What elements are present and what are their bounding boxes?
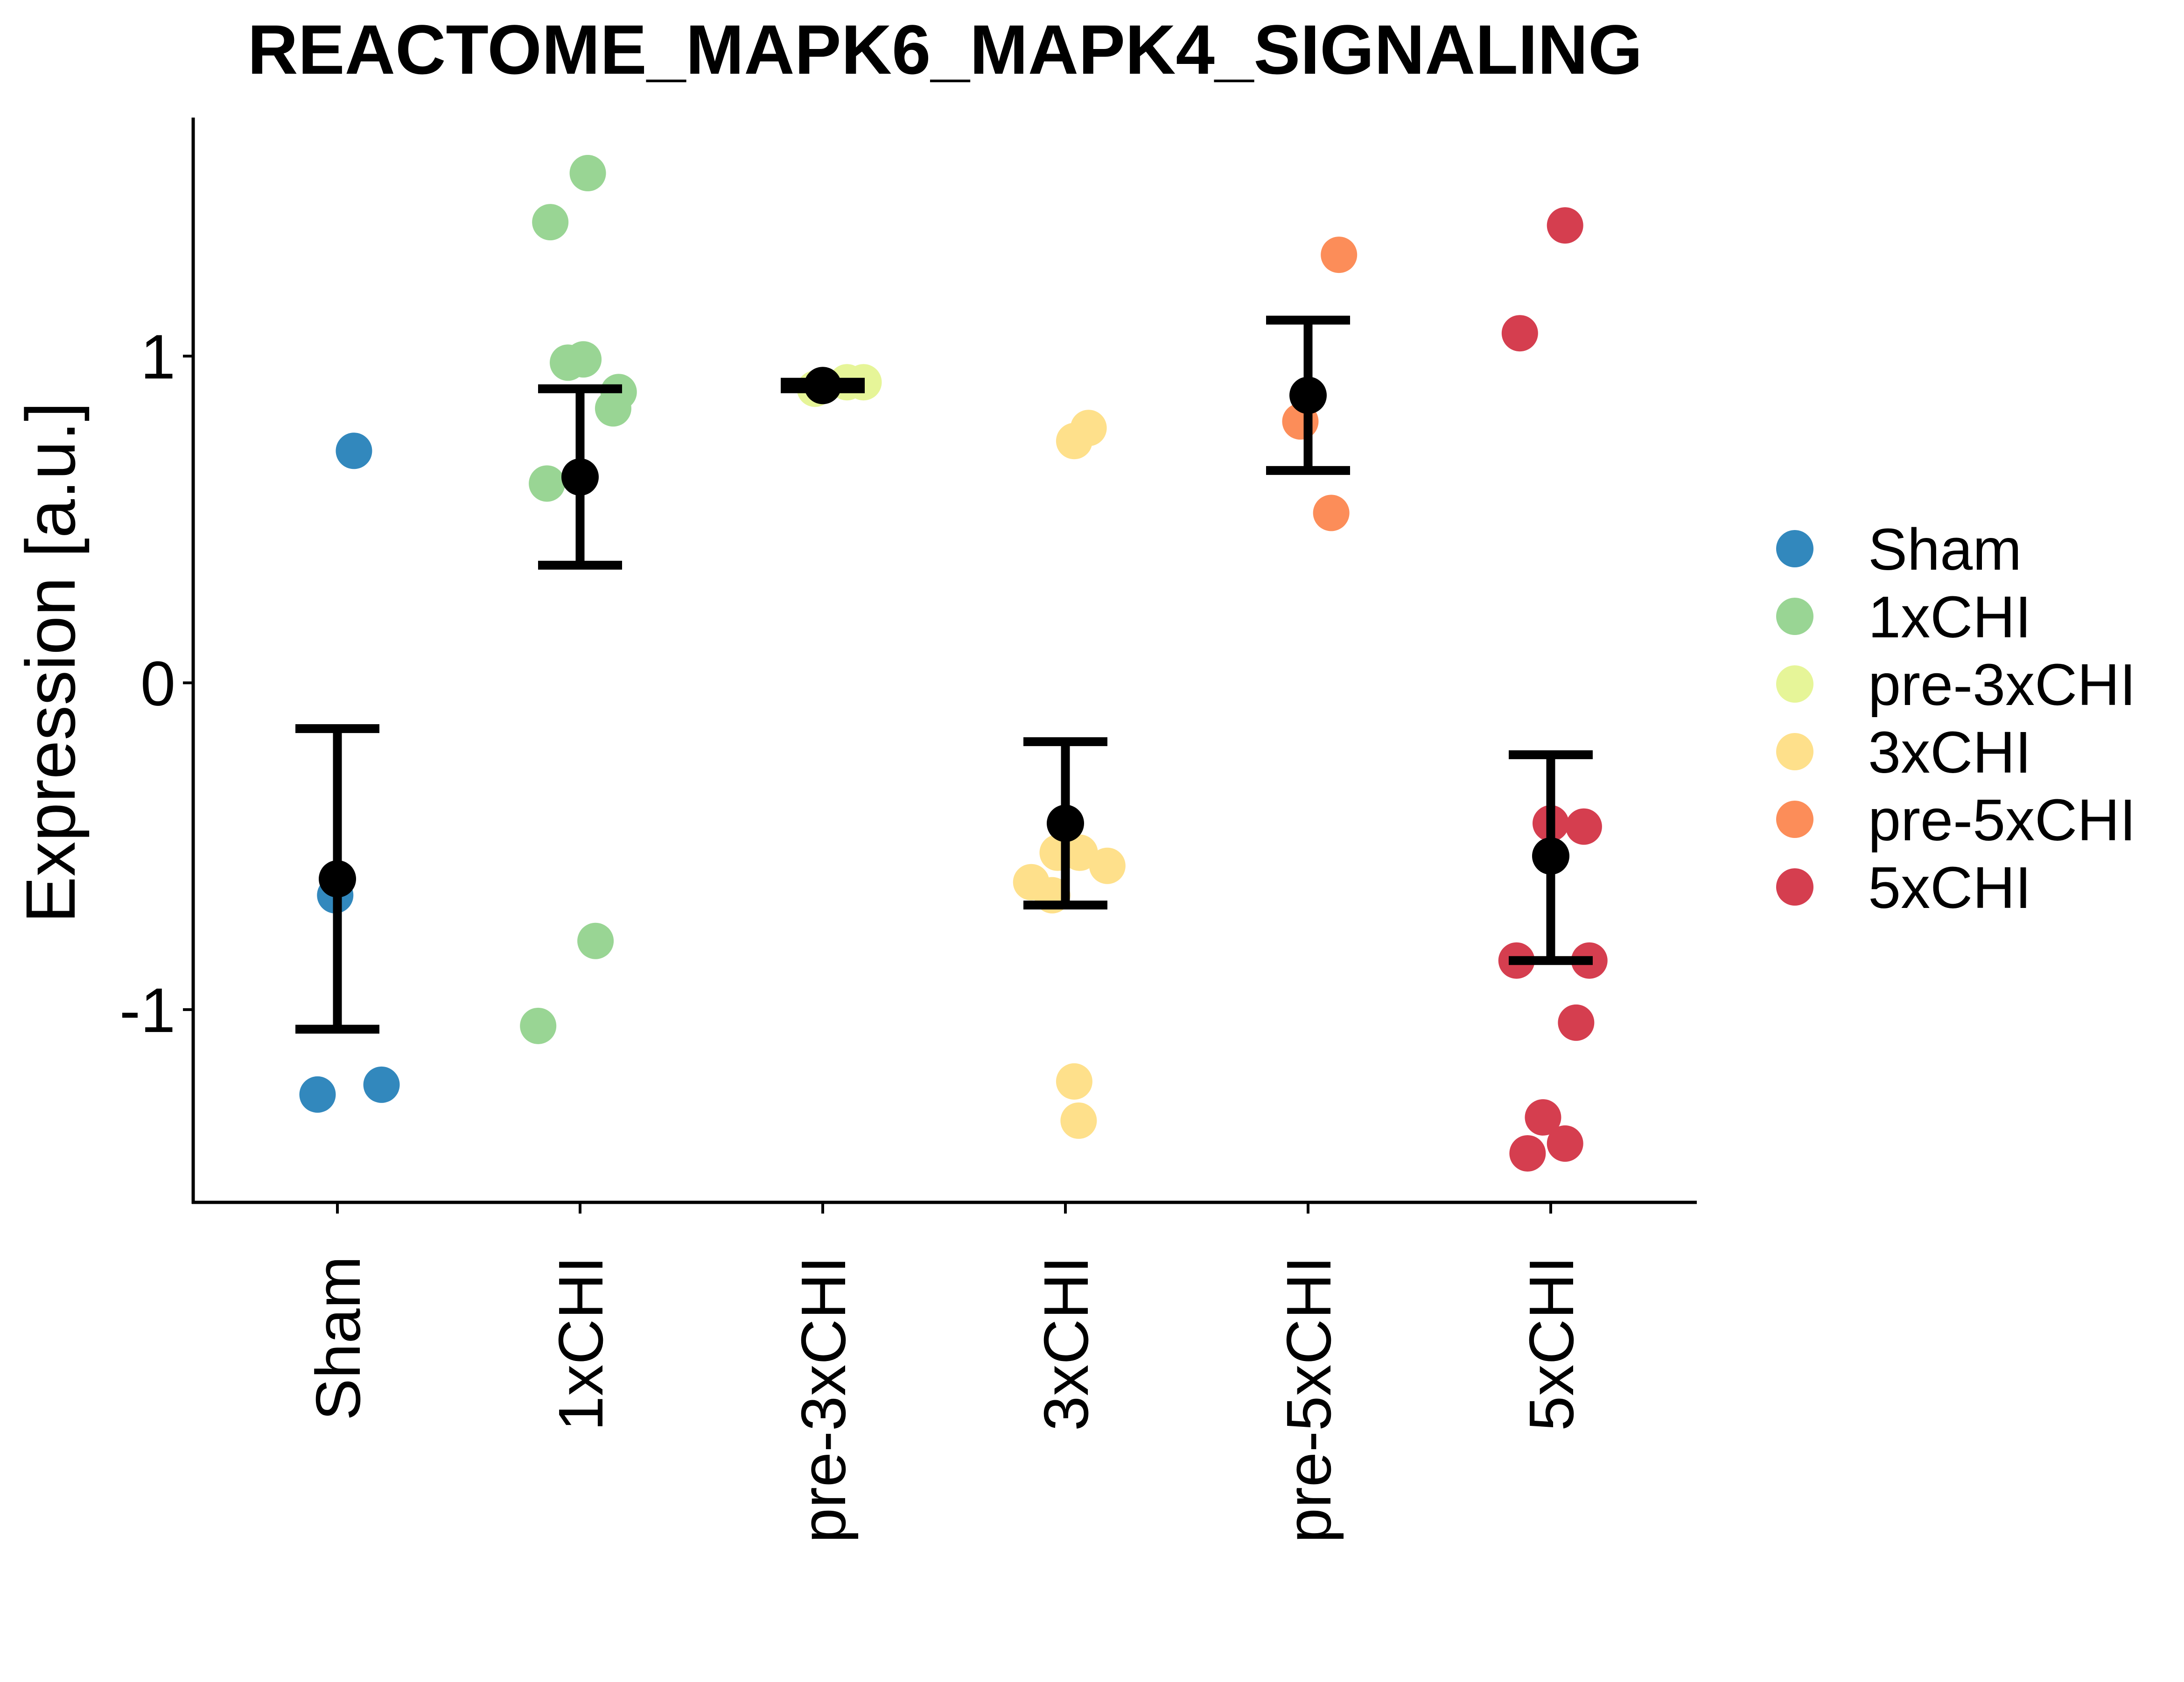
mean-point[interactable] [1289, 377, 1327, 414]
legend-item[interactable]: pre-3xCHI [1776, 652, 2136, 718]
plot-area: -1 0 1 Sham 1xCHI pre-3xCHI 3xCHI pre-5xCHI 5xCH… [119, 118, 1697, 1543]
data-point[interactable] [1501, 315, 1538, 352]
legend-label: pre-5xCHI [1868, 787, 2136, 853]
data-point[interactable] [529, 465, 566, 502]
legend-marker [1776, 868, 1813, 906]
legend-label: 3xCHI [1868, 719, 2031, 785]
x-tick-label: pre-5xCHI [1274, 1256, 1344, 1543]
legend-item[interactable]: 3xCHI [1776, 719, 2031, 785]
legend-marker [1776, 733, 1813, 770]
mean-point[interactable] [1047, 804, 1084, 842]
data-point[interactable] [1070, 410, 1107, 447]
data-point[interactable] [1558, 1004, 1595, 1041]
legend-label: Sham [1868, 516, 2022, 582]
mean-point[interactable] [804, 367, 841, 405]
mean-point[interactable] [319, 860, 356, 898]
data-point[interactable] [299, 1076, 336, 1113]
data-point[interactable] [577, 922, 614, 959]
data-point[interactable] [532, 204, 569, 241]
legend-item[interactable]: 5xCHI [1776, 855, 2031, 921]
data-point[interactable] [1061, 834, 1098, 871]
legend-item[interactable]: pre-5xCHI [1776, 787, 2136, 853]
legend-item[interactable]: Sham [1776, 516, 2022, 582]
data-point[interactable] [1509, 1135, 1546, 1172]
data-point[interactable] [1525, 1099, 1561, 1136]
legend-marker [1776, 801, 1813, 838]
data-point[interactable] [520, 1007, 557, 1044]
data-point[interactable] [1060, 1102, 1097, 1139]
data-point[interactable] [1547, 207, 1583, 244]
data-point[interactable] [569, 155, 606, 192]
y-tick-label: -1 [119, 975, 175, 1046]
data-point[interactable] [1565, 808, 1602, 845]
legend-label: 5xCHI [1868, 855, 2031, 921]
y-tick-label: 1 [140, 321, 175, 392]
x-tick-label: Sham [303, 1256, 373, 1421]
legend-item[interactable]: 1xCHI [1776, 584, 2031, 650]
data-point[interactable] [1089, 847, 1126, 884]
data-point[interactable] [1547, 1125, 1583, 1162]
chart-title: REACTOME_MAPK6_MAPK4_SIGNALING [247, 10, 1642, 89]
data-point[interactable] [336, 433, 372, 469]
data-point[interactable] [565, 341, 602, 378]
legend-label: pre-3xCHI [1868, 652, 2136, 718]
data-point[interactable] [363, 1066, 400, 1103]
x-tick-label: 3xCHI [1031, 1256, 1101, 1431]
x-tick-label: 5xCHI [1516, 1256, 1587, 1431]
legend-marker [1776, 598, 1813, 635]
data-point[interactable] [1313, 495, 1350, 531]
legend-marker [1776, 530, 1813, 567]
y-axis-label: Expression [a.u.] [11, 402, 90, 923]
legend-label: 1xCHI [1868, 584, 2031, 650]
x-tick-label: pre-3xCHI [788, 1256, 859, 1543]
y-tick-label: 0 [140, 649, 175, 719]
x-tick-label: 1xCHI [546, 1256, 616, 1431]
data-point[interactable] [1056, 1063, 1092, 1100]
mean-point[interactable] [1532, 837, 1569, 875]
mean-point[interactable] [561, 458, 599, 496]
data-point[interactable] [1321, 237, 1358, 273]
legend-marker [1776, 665, 1813, 703]
